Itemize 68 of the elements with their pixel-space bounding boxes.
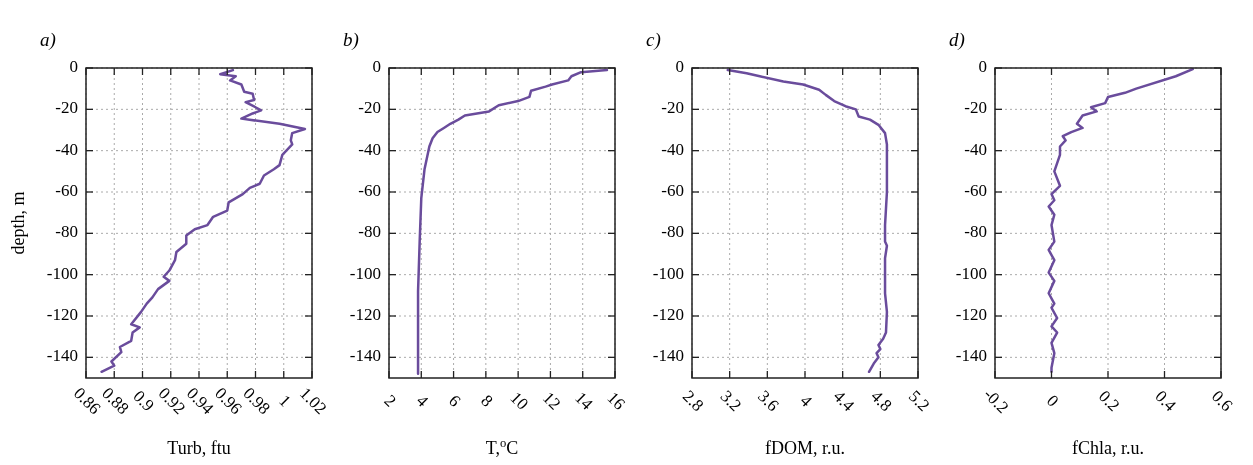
x-axis-title: fDOM, r.u. [765,438,845,458]
chart-title: a) [40,29,56,51]
x-tick-label: 1 [275,391,295,411]
x-tick-label: 2.8 [678,386,708,416]
x-tick-label: 4 [412,391,433,411]
x-tick-label: 1.02 [295,383,331,419]
y-tick-label: -60 [55,180,78,200]
x-tick-label: 4 [796,391,817,411]
x-tick-label: 12 [538,388,565,414]
y-tick-label: -20 [661,98,684,118]
x-axis-title: T,$^{o}$C [485,436,519,458]
y-tick-label: -140 [955,346,987,366]
y-tick-label: -80 [55,222,78,242]
y-tick-label: -120 [652,304,684,324]
x-tick-label: 0.4 [1151,386,1181,416]
chart-title: d) [949,29,965,51]
y-axis-title: depth, m [8,191,28,255]
x-tick-label: 14 [571,388,597,414]
y-tick-label: -120 [955,304,987,324]
x-tick-label: 3.6 [754,386,783,416]
chart-title: c) [646,29,661,51]
line-series [416,68,609,376]
y-tick-label: -60 [964,180,987,200]
y-tick-label: 0 [978,56,987,76]
y-tick-label: -120 [349,304,381,324]
y-tick-label: -40 [964,139,987,159]
x-tick-label: 4.8 [867,386,896,416]
x-tick-label: 0 [1042,391,1063,411]
x-tick-label: 5.2 [904,386,934,416]
x-axis-title: Turb, ftu [167,438,231,458]
x-tick-label: 8 [477,391,497,411]
x-tick-label: 6 [444,391,465,411]
x-tick-label: 0.2 [1094,386,1124,416]
y-tick-label: -40 [358,139,381,159]
x-tick-label: 16 [603,388,629,414]
y-tick-label: -40 [55,139,78,159]
y-tick-label: 0 [69,56,78,76]
y-tick-label: 0 [675,56,684,76]
y-tick-label: -140 [349,346,381,366]
y-tick-label: -120 [46,304,78,324]
y-tick-label: -140 [46,346,78,366]
y-tick-label: -100 [955,263,987,283]
chart-title: b) [343,29,359,51]
y-tick-label: -80 [661,222,684,242]
line-series [1047,67,1194,374]
line-series [100,68,307,374]
y-tick-label: -80 [964,222,987,242]
y-tick-label: -100 [652,263,684,283]
y-tick-label: -140 [652,346,684,366]
x-tick-label: 0.6 [1207,386,1237,416]
x-tick-label: 4.4 [829,386,859,416]
x-tick-label: 0.9 [129,386,158,416]
x-tick-label: 3.2 [716,386,746,416]
x-tick-label: -0.2 [979,384,1013,418]
x-axis-title: fChla, r.u. [1072,438,1144,458]
y-tick-label: -20 [358,98,381,118]
y-tick-label: -100 [349,263,381,283]
x-tick-label: 2 [380,391,400,411]
y-tick-label: -20 [55,98,78,118]
y-tick-label: -100 [46,263,78,283]
y-tick-label: -60 [358,180,381,200]
line-series [726,68,889,374]
y-tick-label: 0 [372,56,381,76]
y-tick-label: -20 [964,98,987,118]
y-tick-label: -80 [358,222,381,242]
y-tick-label: -60 [661,180,684,200]
y-tick-label: -40 [661,139,684,159]
x-tick-label: 10 [506,388,532,414]
